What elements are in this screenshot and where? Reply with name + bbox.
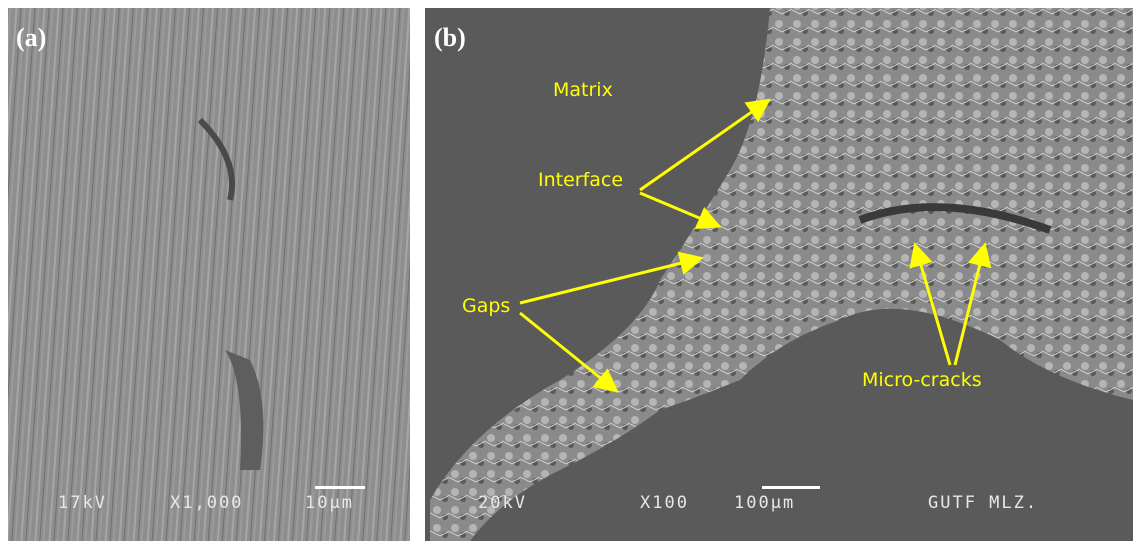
- voltage: 17kV: [58, 493, 107, 513]
- annotation: Gaps: [462, 295, 510, 317]
- scale-text: 10μm: [305, 493, 354, 513]
- panel-b: (b) Matrix Interface Gaps Micro-cracks 2…: [425, 8, 1133, 541]
- annotation: Micro-cracks: [862, 369, 982, 391]
- voltage: 20kV: [478, 493, 527, 513]
- scale-bar: [315, 486, 365, 489]
- panel-label: (b): [434, 23, 466, 52]
- figure: (a) 17kV X1,000 10μm (b) Matrix Interfac…: [0, 0, 1135, 543]
- annotation: Interface: [538, 169, 623, 191]
- panel-label: (a): [16, 23, 46, 52]
- micrograph-a: [8, 8, 410, 541]
- scale-text: 100μm: [734, 493, 795, 513]
- annotation: Matrix: [553, 79, 613, 101]
- panel-a: (a) 17kV X1,000 10μm: [8, 8, 410, 541]
- magnification: X1,000: [170, 493, 243, 513]
- instrument-id: GUTF MLZ.: [928, 493, 1038, 513]
- magnification: X100: [640, 493, 689, 513]
- scale-bar: [762, 486, 820, 489]
